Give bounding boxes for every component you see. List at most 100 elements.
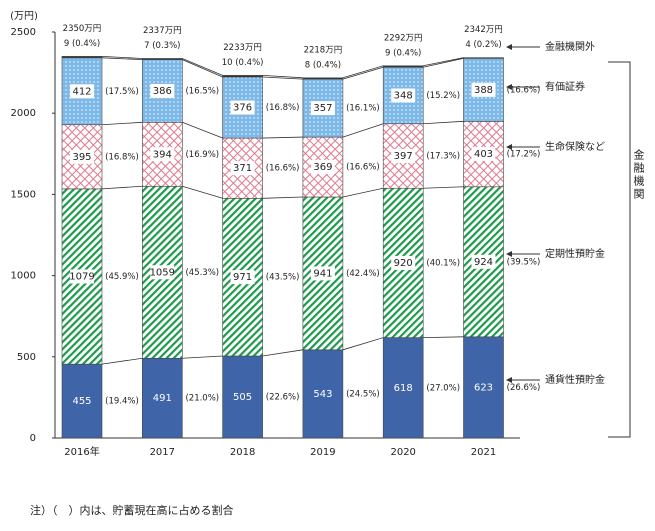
value-label: 8 (0.4%) [305,60,341,70]
footnote: 注）（ ）内は、貯蓄現在高に占める割合 [30,503,234,517]
share-label: (16.9%) [185,150,219,160]
legend-label: 生命保険など [545,140,605,153]
connector-line [101,121,143,126]
value-label: 7 (0.3%) [144,41,180,51]
connector-line [342,66,384,80]
bracket [608,61,631,438]
share-label: (15.2%) [426,91,460,101]
connector-line [182,58,223,76]
share-label: (42.4%) [346,269,380,279]
value-label: 357 [313,103,332,114]
value-label: 394 [153,149,172,160]
total-label: 2233万円 [223,43,262,53]
total-label: 2337万円 [143,26,182,36]
value-label: 623 [474,382,493,393]
x-tick-label: 2019 [310,447,335,458]
label-box [391,148,416,163]
y-tick-label: 1500 [11,189,36,200]
x-tick-label: 2021 [471,447,496,458]
legend-label: 有価証券 [545,80,585,93]
connector-line [342,65,384,79]
connector-line [262,74,303,79]
y-tick-label: 1000 [11,271,36,282]
legend-label: 定期性預貯金 [545,247,605,260]
value-label: 4 (0.2%) [465,40,501,50]
share-label: (17.2%) [507,150,541,160]
label-box [150,83,175,98]
x-tick-label: 2020 [390,447,415,458]
total-label: 2218万円 [304,45,343,55]
value-label: 369 [313,162,332,173]
label-box [150,147,175,162]
connector-line [423,57,464,68]
label-box [391,255,416,270]
value-label: 397 [394,151,413,162]
legend-arrowhead [506,44,512,50]
share-label: (40.1%) [426,258,460,268]
value-label: 386 [153,86,172,97]
label-box [230,161,255,176]
x-tick-label: 2018 [230,447,255,458]
legend-arrowhead [506,84,512,90]
share-label: (16.8%) [105,152,139,162]
value-label: 10 (0.4%) [222,58,264,68]
connector-line [423,120,464,125]
label-box [471,147,496,162]
connector-line [342,187,384,198]
value-label: 941 [313,268,332,279]
connector-line [101,185,143,190]
bar-segment [382,65,424,68]
connector-line [342,123,384,138]
share-label: (19.4%) [105,397,139,407]
value-label: 971 [233,272,252,283]
label-box [391,88,416,103]
connector-line [262,196,303,199]
connector-line [182,355,223,359]
label-box [70,269,94,284]
share-label: (16.6%) [507,85,541,95]
share-label: (16.8%) [266,103,300,113]
bar-segment [463,58,504,122]
value-label: 920 [394,258,413,269]
value-label: 388 [474,85,493,96]
connector-line [342,337,384,351]
bar-segment [61,56,103,59]
x-tick-label: 2017 [150,447,175,458]
value-label: 455 [72,396,91,407]
connector-line [182,121,223,139]
x-tick-label: 2016年 [64,445,99,458]
legend-label: 金融機関外 [545,40,595,53]
value-label: 376 [233,103,252,114]
bar-segment [302,77,344,80]
label-box [310,386,335,401]
label-box [70,394,94,409]
legend-label: 通貨性預貯金 [545,373,605,386]
connector-line [182,185,223,199]
label-box [471,254,496,269]
label-box [471,82,496,97]
share-label: (22.6%) [266,392,300,402]
connector-line [101,357,143,365]
share-label: (17.3%) [426,151,460,161]
value-label: 1059 [150,267,175,278]
share-label: (39.5%) [507,257,541,267]
share-label: (26.6%) [507,383,541,393]
label-box [230,270,255,285]
connector-line [423,57,464,67]
total-label: 2342万円 [464,25,503,35]
share-label: (16.6%) [346,163,380,173]
value-label: 9 (0.4%) [64,39,100,49]
connector-line [262,76,303,80]
value-label: 924 [474,257,493,268]
share-label: (43.5%) [266,273,300,283]
share-label: (27.0%) [426,383,460,393]
share-label: (45.9%) [105,272,139,282]
bracket-label: 金融機関 [632,148,645,201]
value-label: 491 [153,393,172,404]
value-label: 395 [72,152,91,163]
legend-arrowhead [506,377,512,383]
bar-segment [142,58,183,60]
label-box [70,84,94,99]
connector-line [182,59,223,78]
